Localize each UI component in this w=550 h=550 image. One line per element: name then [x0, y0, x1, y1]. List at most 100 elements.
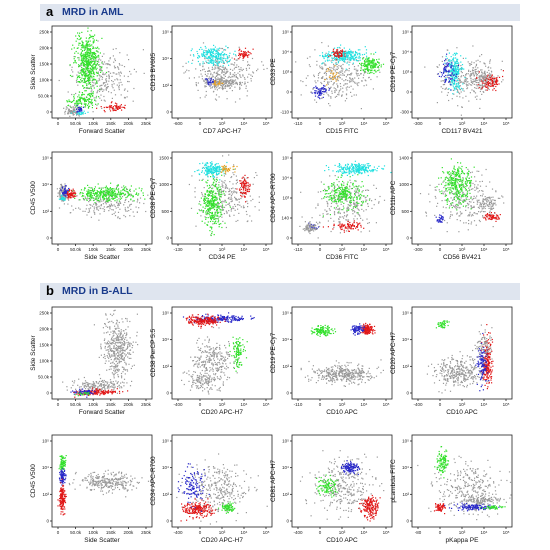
event-dot — [78, 109, 81, 111]
event-dot — [240, 187, 242, 189]
event-dot — [315, 85, 317, 87]
event-dot — [322, 76, 324, 78]
event-dot — [224, 200, 226, 202]
event-dot — [215, 94, 218, 96]
event-dot — [223, 83, 226, 85]
event-dot — [450, 74, 452, 76]
event-dot — [200, 197, 202, 199]
event-dot — [467, 73, 469, 75]
event-dot — [247, 61, 249, 63]
event-dot — [92, 35, 94, 37]
event-dot — [329, 54, 331, 56]
event-dot — [81, 60, 83, 62]
event-dot — [498, 76, 501, 78]
event-dot — [205, 60, 207, 62]
event-dot — [380, 64, 382, 66]
event-dot — [223, 80, 225, 82]
event-dot — [86, 190, 88, 192]
event-dot — [350, 58, 352, 60]
event-dot — [232, 73, 234, 75]
event-dot — [449, 74, 451, 76]
event-dot — [114, 200, 116, 202]
event-dot — [455, 69, 457, 72]
event-dot — [104, 193, 106, 195]
event-dot — [108, 192, 110, 194]
event-dot — [207, 78, 209, 80]
event-dot — [61, 192, 64, 194]
event-dot — [349, 78, 351, 80]
event-dot — [114, 108, 116, 110]
event-dot — [342, 50, 344, 52]
event-dot — [436, 66, 438, 68]
event-dot — [117, 67, 119, 69]
event-dot — [102, 187, 104, 189]
event-dot — [486, 75, 488, 77]
event-dot — [200, 215, 202, 217]
event-dot — [222, 186, 224, 188]
event-dot — [81, 69, 84, 71]
event-dot — [318, 93, 320, 95]
event-dot — [209, 81, 211, 83]
event-dot — [222, 191, 225, 193]
event-dot — [196, 169, 198, 172]
event-dot — [249, 52, 251, 54]
event-dot — [104, 191, 106, 193]
event-dot — [85, 60, 87, 62]
event-dot — [84, 64, 87, 66]
event-dot — [445, 79, 447, 81]
event-dot — [84, 53, 86, 55]
event-dot — [216, 74, 219, 76]
event-dot — [214, 214, 217, 216]
event-dot — [331, 61, 333, 64]
event-dot — [102, 198, 104, 200]
event-dot — [443, 70, 445, 72]
event-dot — [213, 49, 215, 51]
event-dot — [375, 71, 377, 73]
event-dot — [202, 54, 204, 56]
event-dot — [108, 64, 111, 66]
event-dot — [92, 36, 95, 38]
event-dot — [95, 100, 97, 102]
event-dot — [478, 85, 480, 87]
event-dot — [122, 188, 124, 190]
event-dot — [86, 214, 88, 216]
event-dot — [492, 85, 494, 87]
event-dot — [215, 52, 217, 54]
event-dot — [112, 81, 114, 83]
y-axis-label: CD13 BV605 — [150, 53, 157, 91]
event-dot — [216, 51, 218, 53]
event-dot — [96, 67, 98, 69]
event-dot — [80, 59, 82, 61]
event-dot — [481, 54, 483, 56]
event-dot — [103, 195, 105, 197]
event-dot — [92, 67, 94, 69]
y-tick-label: 10⁵ — [282, 30, 289, 35]
event-dot — [205, 164, 207, 166]
event-dot — [90, 103, 92, 105]
event-dot — [92, 38, 94, 40]
event-dot — [80, 72, 82, 74]
event-dot — [94, 34, 96, 36]
event-dot — [452, 65, 454, 67]
event-dot — [217, 221, 219, 223]
event-dot — [372, 59, 374, 61]
event-dot — [340, 50, 342, 52]
event-dot — [216, 65, 218, 67]
event-dot — [68, 99, 70, 101]
event-dot — [207, 52, 209, 54]
event-dot — [210, 72, 212, 74]
x-axis-label: CD7 APC-H7 — [203, 128, 242, 135]
event-dot — [336, 79, 338, 81]
event-dot — [199, 56, 201, 58]
event-dot — [64, 185, 66, 187]
event-dot — [73, 47, 75, 49]
event-dot — [111, 80, 113, 82]
event-dot — [191, 48, 193, 50]
event-dot — [209, 50, 211, 53]
event-dot — [100, 99, 103, 101]
event-dot — [239, 75, 241, 77]
event-dot — [211, 212, 213, 214]
event-dot — [213, 83, 215, 85]
event-dot — [456, 73, 458, 75]
